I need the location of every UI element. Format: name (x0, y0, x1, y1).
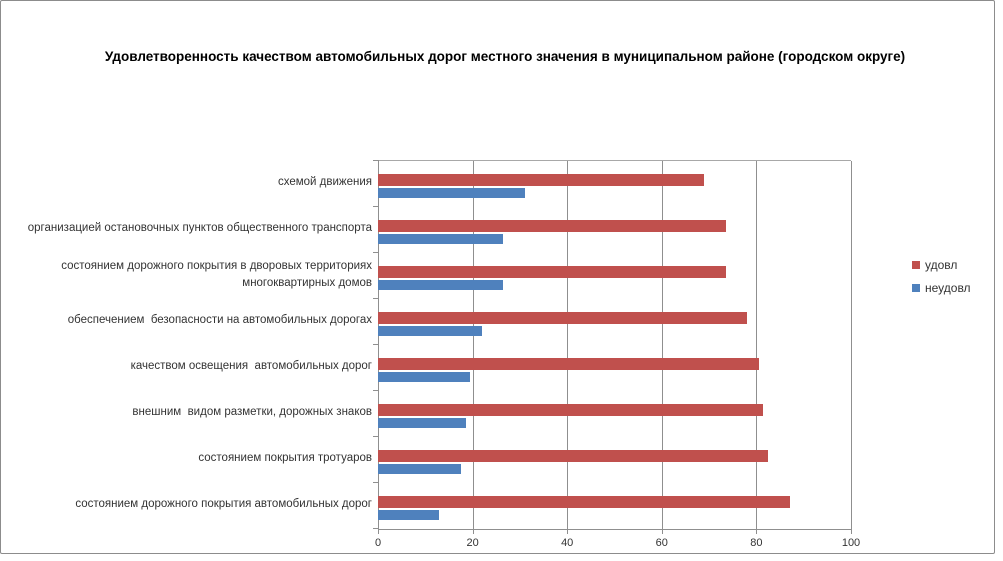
legend-item: удовл (912, 258, 971, 272)
x-axis-tick (567, 529, 569, 534)
category-label: состоянием дорожного покрытия автомобиль… (12, 482, 372, 528)
bar-неудовл (378, 464, 461, 474)
x-tick-label: 80 (750, 537, 763, 549)
legend: удовл неудовл (912, 258, 971, 304)
y-axis-tick (373, 436, 379, 437)
x-tick-label: 60 (655, 537, 668, 549)
category-label: внешним видом разметки, дорожных знаков (12, 390, 372, 436)
gridline (472, 161, 474, 529)
x-axis-tick (756, 529, 758, 534)
x-axis-tick (661, 529, 663, 534)
x-tick-label: 0 (374, 537, 382, 549)
bar-удовл (378, 312, 747, 324)
bar-удовл (378, 266, 726, 278)
y-axis-tick (373, 160, 379, 161)
category-label-text: организацией остановочных пунктов общест… (27, 222, 372, 235)
y-axis-tick (373, 206, 379, 207)
gridline (851, 161, 852, 529)
legend-item: неудовл (912, 281, 971, 295)
bar-неудовл (378, 372, 471, 382)
category-label-text: схемой движения (277, 176, 372, 189)
bar-удовл (378, 174, 705, 186)
x-axis-tick (378, 529, 379, 534)
category-label-text: внешним видом разметки, дорожных знаков (132, 406, 372, 419)
bar-удовл (378, 358, 759, 370)
bar-неудовл (378, 510, 440, 520)
category-label: обеспечением безопасности на автомобильн… (12, 298, 372, 344)
legend-swatch-удовл (912, 261, 920, 269)
y-axis-tick (373, 344, 379, 345)
bar-неудовл (378, 326, 483, 336)
legend-label: удовл (925, 258, 958, 272)
bar-удовл (378, 220, 726, 232)
bar-неудовл (378, 234, 504, 244)
gridline (378, 161, 379, 529)
category-label: состоянием покрытия тротуаров (12, 436, 372, 482)
bar-удовл (378, 450, 769, 462)
x-axis-line (378, 529, 852, 530)
category-label: схемой движения (12, 160, 372, 206)
bar-удовл (378, 496, 790, 508)
bar-неудовл (378, 280, 504, 290)
category-label-text: качеством освещения автомобильных дорог (130, 360, 372, 373)
category-label-text: состоянием дорожного покрытия автомобиль… (75, 498, 372, 511)
bar-удовл (378, 404, 764, 416)
legend-label: неудовл (925, 281, 971, 295)
gridline (661, 161, 663, 529)
x-tick-label: 20 (466, 537, 479, 549)
category-label: состоянием дорожного покрытия в дворовых… (12, 252, 372, 298)
category-label-text: обеспечением безопасности на автомобильн… (67, 314, 372, 327)
x-tick-label: 100 (841, 537, 861, 549)
x-axis-tick (472, 529, 474, 534)
gridline (756, 161, 758, 529)
category-label-text: состоянием дорожного покрытия в дворовых… (61, 259, 372, 289)
x-tick-label: 40 (561, 537, 574, 549)
y-axis-tick (373, 528, 379, 529)
legend-swatch-неудовл (912, 284, 920, 292)
y-axis-tick (373, 482, 379, 483)
y-axis-tick (373, 390, 379, 391)
bar-неудовл (378, 188, 525, 198)
chart-title: Удовлетворенность качеством автомобильны… (104, 49, 906, 64)
y-axis-tick (373, 298, 379, 299)
bar-неудовл (378, 418, 466, 428)
plot-area (378, 160, 852, 534)
category-label-text: состоянием покрытия тротуаров (198, 452, 372, 465)
y-axis-tick (373, 252, 379, 253)
category-label: качеством освещения автомобильных дорог (12, 344, 372, 390)
gridline (567, 161, 569, 529)
category-label: организацией остановочных пунктов общест… (12, 206, 372, 252)
x-axis-tick (851, 529, 852, 534)
